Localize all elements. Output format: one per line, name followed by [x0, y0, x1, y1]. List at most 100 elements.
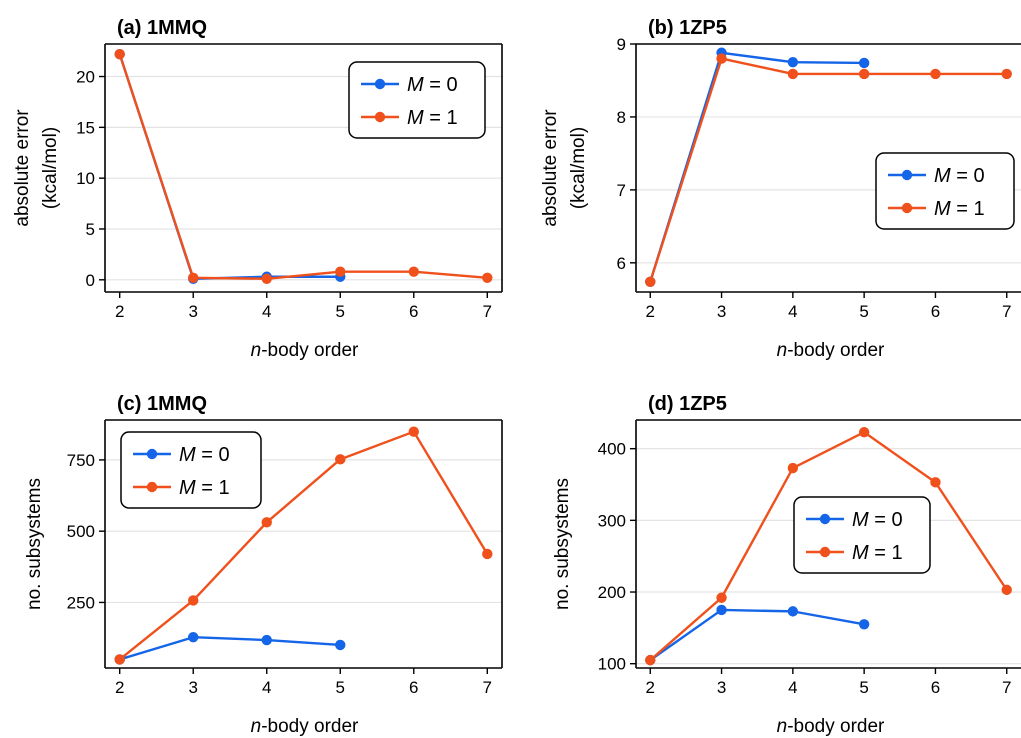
- y-tick-label: 20: [76, 68, 95, 87]
- x-tick-label: 5: [859, 302, 868, 321]
- legend-swatch-marker: [146, 448, 158, 460]
- x-tick-label: 6: [409, 302, 418, 321]
- data-point: [716, 592, 727, 603]
- panel-title: (c) 1MMQ: [117, 393, 207, 415]
- data-point: [482, 272, 493, 283]
- x-tick-label: 5: [336, 302, 345, 321]
- data-point: [188, 272, 199, 283]
- y-axis-label-line: absolute error: [12, 109, 33, 227]
- data-point: [1001, 68, 1012, 80]
- y-tick-label: 15: [76, 118, 95, 137]
- legend-label-italic: M: [934, 198, 951, 220]
- legend-label-rest: = 0: [196, 444, 230, 466]
- legend-label-rest: = 1: [951, 198, 985, 220]
- x-axis-label-italic: n: [777, 340, 788, 361]
- x-tick-label: 4: [262, 678, 271, 697]
- data-point: [858, 426, 870, 438]
- legend-label: M = 1: [852, 542, 903, 564]
- series-line-0: [118, 53, 341, 280]
- data-point: [645, 276, 656, 287]
- legend-label-italic: M: [179, 477, 196, 499]
- legend-swatch-marker: [819, 513, 831, 525]
- legend-label: M = 1: [934, 198, 985, 220]
- y-axis-label-line: (kcal/mol): [40, 127, 61, 209]
- legend-swatch-marker: [819, 546, 831, 558]
- y-tick-label: 500: [67, 522, 95, 541]
- y-tick-label: 400: [598, 440, 626, 459]
- x-tick-label: 6: [931, 678, 940, 697]
- legend-label-rest: = 0: [869, 509, 903, 531]
- chart-panel-2: 250 500 750 2 3 4 5 6 7 (c) 1MMQ n-body order no. s…: [24, 393, 503, 737]
- data-point: [188, 595, 199, 606]
- x-axis-label-rest: -body order: [261, 340, 359, 361]
- series-line-1: [118, 430, 489, 661]
- x-axis-label-rest: -body order: [787, 340, 885, 361]
- x-axis-label: n-body order: [777, 716, 885, 737]
- data-point: [1001, 584, 1012, 596]
- y-tick-label: 6: [617, 254, 626, 273]
- data-point: [787, 57, 799, 68]
- x-tick-label: 7: [483, 678, 492, 697]
- x-tick-label: 2: [115, 678, 124, 697]
- x-tick-label: 3: [188, 678, 197, 697]
- x-axis-label: n-body order: [251, 716, 359, 737]
- data-point: [261, 634, 272, 646]
- x-axis-label-rest: -body order: [261, 716, 359, 737]
- x-axis-label: n-body order: [777, 340, 885, 361]
- y-axis-label-line: no. subsystems: [24, 478, 45, 610]
- data-point: [716, 53, 727, 64]
- legend-swatch-marker: [146, 481, 158, 493]
- x-tick-label: 6: [409, 678, 418, 697]
- legend-label-rest: = 0: [424, 74, 458, 96]
- x-tick-label: 7: [1002, 302, 1011, 321]
- x-tick-label: 4: [788, 678, 797, 697]
- legend-swatch-marker: [901, 169, 913, 181]
- data-point: [787, 68, 799, 80]
- data-point: [408, 266, 419, 277]
- legend-label-rest: = 1: [424, 107, 458, 129]
- y-tick-label: 5: [86, 220, 95, 239]
- series-line-0: [119, 636, 341, 661]
- legend-label-italic: M: [852, 509, 869, 531]
- legend-swatch-marker: [901, 202, 913, 214]
- y-axis-label-line: no. subsystems: [552, 478, 573, 610]
- data-point: [930, 68, 941, 80]
- legend-label: M = 0: [852, 509, 903, 531]
- x-axis-label-italic: n: [251, 340, 262, 361]
- series-line-1: [649, 430, 1008, 662]
- legend-label-rest: = 0: [951, 165, 985, 187]
- legend-label-italic: M: [852, 542, 869, 564]
- legend-label: M = 1: [407, 107, 458, 129]
- x-tick-label: 7: [483, 302, 492, 321]
- data-point: [188, 632, 199, 643]
- data-point: [858, 57, 870, 69]
- x-tick-label: 3: [188, 302, 197, 321]
- data-point: [335, 454, 346, 465]
- x-tick-label: 2: [646, 678, 655, 697]
- legend-label-italic: M: [407, 107, 424, 129]
- series-line-0: [649, 51, 865, 283]
- data-point: [787, 606, 799, 617]
- legend-label: M = 0: [179, 444, 230, 466]
- legend-label-italic: M: [934, 165, 951, 187]
- x-tick-label: 5: [859, 678, 868, 697]
- legend-label: M = 0: [934, 165, 985, 187]
- y-tick-label: 200: [598, 583, 626, 602]
- data-point: [335, 639, 346, 651]
- data-point: [930, 477, 941, 488]
- data-point: [114, 654, 125, 665]
- x-tick-label: 3: [717, 302, 726, 321]
- y-axis-label-line: absolute error: [540, 109, 561, 227]
- x-axis-label: n-body order: [251, 340, 359, 361]
- y-tick-label: 9: [617, 35, 626, 54]
- x-tick-label: 4: [262, 302, 271, 321]
- y-tick-label: 250: [67, 593, 95, 612]
- chart-panel-0: 0 5 10 15 20 2 3 4 5 6 7 (a) 1MMQ n-body order absolu…: [12, 17, 503, 361]
- x-tick-label: 2: [115, 302, 124, 321]
- data-point: [787, 462, 799, 474]
- legend-swatch-marker: [374, 78, 386, 90]
- panel-title: (b) 1ZP5: [648, 17, 727, 39]
- legend-label-italic: M: [179, 444, 196, 466]
- legend-swatch-marker: [374, 111, 386, 123]
